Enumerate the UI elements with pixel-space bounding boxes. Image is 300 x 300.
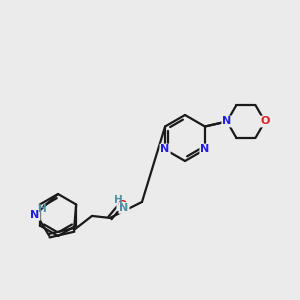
Text: N: N [119,203,129,213]
Text: N: N [30,210,40,220]
Text: O: O [117,200,127,210]
Text: N: N [222,116,232,127]
Text: H: H [114,195,122,205]
Text: N: N [200,145,209,154]
Text: O: O [260,116,270,127]
Text: H: H [38,204,46,214]
Text: N: N [160,145,170,154]
